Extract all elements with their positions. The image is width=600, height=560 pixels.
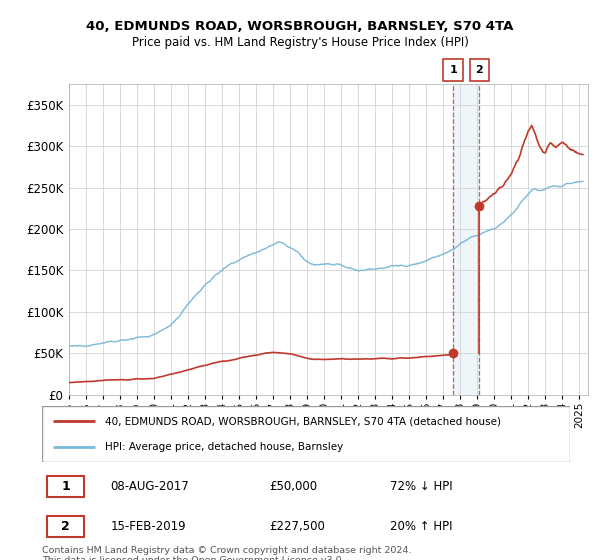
FancyBboxPatch shape xyxy=(42,406,570,462)
Text: 72% ↓ HPI: 72% ↓ HPI xyxy=(391,480,453,493)
Text: 1: 1 xyxy=(61,480,70,493)
Text: £50,000: £50,000 xyxy=(269,480,317,493)
Bar xyxy=(453,84,479,395)
Text: 20% ↑ HPI: 20% ↑ HPI xyxy=(391,520,453,533)
FancyBboxPatch shape xyxy=(470,59,489,81)
Text: HPI: Average price, detached house, Barnsley: HPI: Average price, detached house, Barn… xyxy=(106,442,344,452)
Text: 40, EDMUNDS ROAD, WORSBROUGH, BARNSLEY, S70 4TA (detached house): 40, EDMUNDS ROAD, WORSBROUGH, BARNSLEY, … xyxy=(106,416,502,426)
Text: 08-AUG-2017: 08-AUG-2017 xyxy=(110,480,190,493)
FancyBboxPatch shape xyxy=(47,516,84,537)
Text: 1: 1 xyxy=(449,65,457,75)
Text: 15-FEB-2019: 15-FEB-2019 xyxy=(110,520,186,533)
Text: £227,500: £227,500 xyxy=(269,520,325,533)
Text: 40, EDMUNDS ROAD, WORSBROUGH, BARNSLEY, S70 4TA: 40, EDMUNDS ROAD, WORSBROUGH, BARNSLEY, … xyxy=(86,20,514,32)
Text: 2: 2 xyxy=(61,520,70,533)
FancyBboxPatch shape xyxy=(443,59,463,81)
Text: Contains HM Land Registry data © Crown copyright and database right 2024.
This d: Contains HM Land Registry data © Crown c… xyxy=(42,546,412,560)
FancyBboxPatch shape xyxy=(47,476,84,497)
Text: 2: 2 xyxy=(476,65,484,75)
Text: Price paid vs. HM Land Registry's House Price Index (HPI): Price paid vs. HM Land Registry's House … xyxy=(131,36,469,49)
